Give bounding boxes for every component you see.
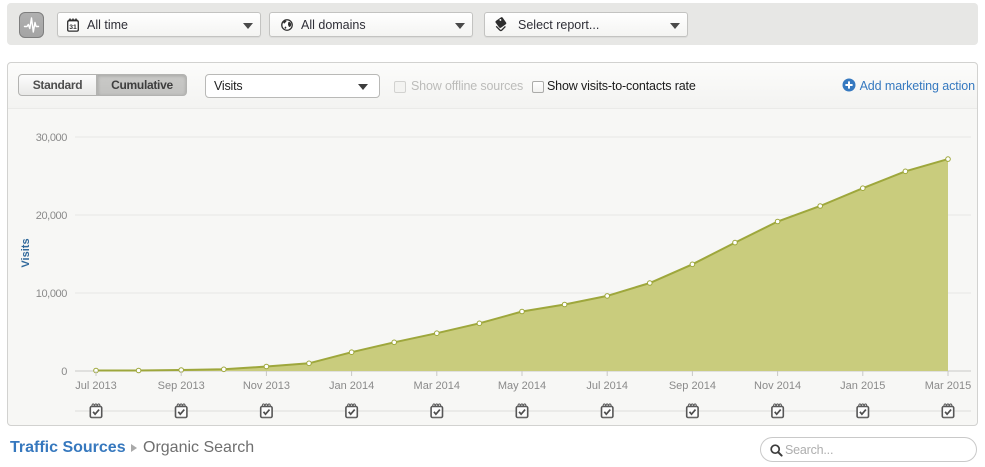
svg-text:30,000: 30,000 bbox=[36, 132, 68, 144]
svg-text:20,000: 20,000 bbox=[36, 210, 68, 222]
svg-text:Nov 2014: Nov 2014 bbox=[754, 380, 801, 392]
svg-text:10,000: 10,000 bbox=[36, 288, 68, 300]
svg-text:Mar 2014: Mar 2014 bbox=[414, 380, 460, 392]
svg-text:Jan 2014: Jan 2014 bbox=[329, 380, 374, 392]
svg-text:Jul 2013: Jul 2013 bbox=[75, 380, 117, 392]
svg-text:Jan 2015: Jan 2015 bbox=[840, 380, 885, 392]
svg-text:0: 0 bbox=[61, 366, 67, 378]
svg-text:Nov 2013: Nov 2013 bbox=[243, 380, 290, 392]
svg-text:Jul 2014: Jul 2014 bbox=[586, 380, 628, 392]
svg-text:Sep 2013: Sep 2013 bbox=[158, 380, 205, 392]
svg-text:31: 31 bbox=[69, 24, 77, 31]
svg-text:Sep 2014: Sep 2014 bbox=[669, 380, 716, 392]
svg-text:Mar 2015: Mar 2015 bbox=[925, 380, 971, 392]
svg-text:May 2014: May 2014 bbox=[498, 380, 546, 392]
svg-text:Visits: Visits bbox=[20, 238, 32, 267]
